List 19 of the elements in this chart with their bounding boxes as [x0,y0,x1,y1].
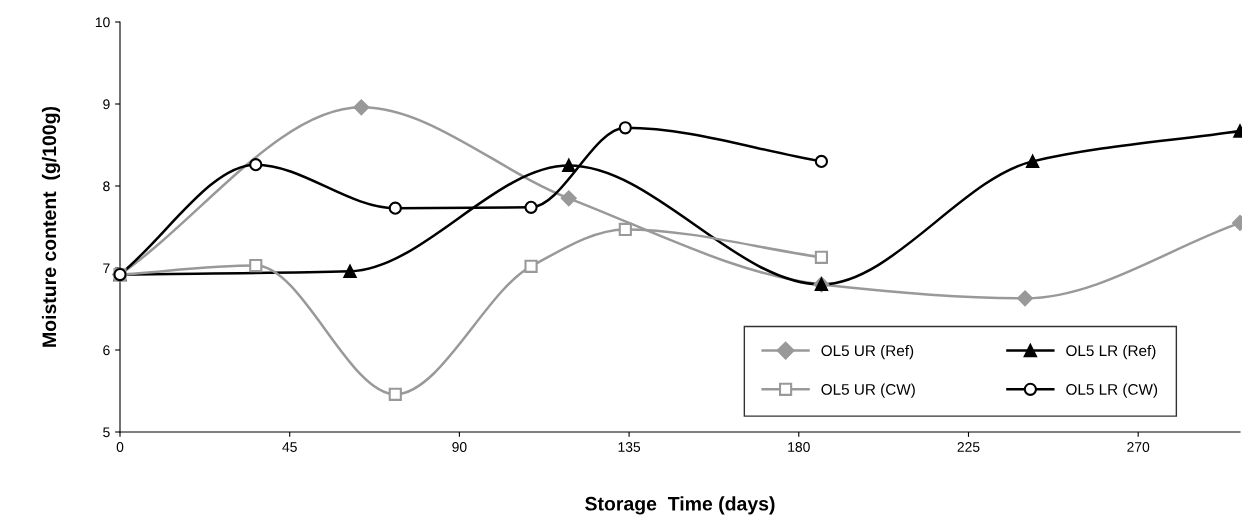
legend-label: OL5 UR (CW) [821,383,915,398]
y-tick-label: 9 [103,99,110,110]
x-tick-label: 135 [618,442,641,452]
x-tick-label: 0 [116,442,124,452]
x-axis-title: Storage Time (days) [585,496,775,515]
legend-label: OL5 LR (CW) [1066,383,1158,398]
y-axis-title: Moisture content (g/100g) [41,106,61,347]
y-tick-label: 7 [103,263,110,274]
legend-label: OL5 LR (Ref) [1066,344,1156,360]
y-tick-label: 5 [103,427,110,438]
legend-label: OL5 UR (Ref) [821,344,914,360]
y-tick-label: 10 [95,17,110,28]
x-tick-label: 90 [452,442,467,452]
x-tick-label: 180 [788,442,810,452]
y-tick-label: 6 [103,345,110,356]
x-tick-label: 225 [957,442,980,452]
x-tick-label: 45 [282,442,297,452]
y-tick-label: 8 [103,181,110,192]
x-tick-label: 270 [1127,442,1150,452]
